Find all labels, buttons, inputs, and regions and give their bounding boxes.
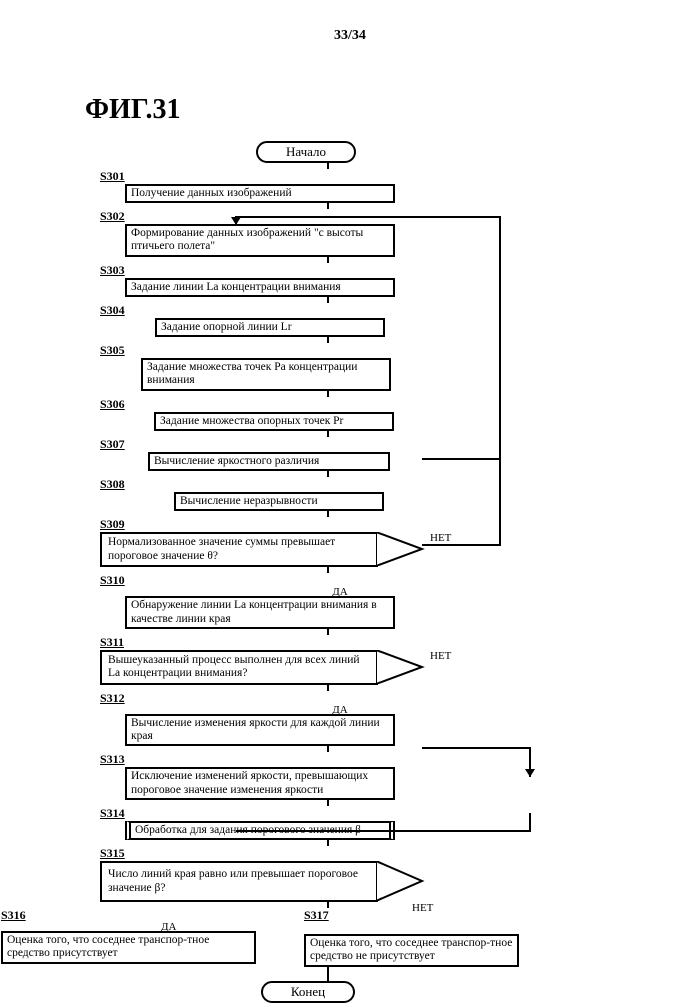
flowchart: Начало S301 Получение данных изображений… <box>100 141 620 1003</box>
step-s316: Оценка того, что соседнее транспор-тное … <box>1 931 256 963</box>
step-label-s308: S308 <box>100 477 125 492</box>
decision-s309-text: Нормализованное значение суммы превышает… <box>100 532 378 567</box>
end-terminal: Конец <box>261 981 355 1003</box>
no-label-s311: НЕТ <box>430 650 451 662</box>
step-label-s315: S315 <box>100 846 125 861</box>
step-label-s312: S312 <box>100 691 125 706</box>
step-s317: Оценка того, что соседнее транспор-тное … <box>304 934 519 966</box>
decision-s315-text: Число линий края равно или превышает пор… <box>100 861 378 902</box>
step-s310: Обнаружение линии La концентрации вниман… <box>125 596 395 628</box>
step-s312: Вычисление изменения яркости для каждой … <box>125 714 395 746</box>
step-s302: Формирование данных изображений "с высот… <box>125 224 395 256</box>
step-s314: Обработка для задания порогового значени… <box>125 821 395 840</box>
decision-s311-text: Вышеуказанный процесс выполнен для всех … <box>100 650 378 685</box>
step-label-s314: S314 <box>100 806 125 821</box>
step-label-s309: S309 <box>100 517 125 532</box>
step-label-s310: S310 <box>100 573 125 588</box>
step-label-s313: S313 <box>100 752 125 767</box>
decision-s311: Вышеуказанный процесс выполнен для всех … <box>100 650 420 685</box>
step-s306: Задание множества опорных точек Pr <box>154 412 394 431</box>
step-label-s311: S311 <box>100 635 124 650</box>
step-label-s304: S304 <box>100 303 125 318</box>
step-label-s303: S303 <box>100 263 125 278</box>
step-label-s307: S307 <box>100 437 125 452</box>
step-s301: Получение данных изображений <box>125 184 395 203</box>
step-label-s305: S305 <box>100 343 125 358</box>
decision-s309: Нормализованное значение суммы превышает… <box>100 532 420 567</box>
step-label-s302: S302 <box>100 209 125 224</box>
figure-title: ФИГ.31 <box>85 94 700 126</box>
no-label-s315: НЕТ <box>412 902 433 914</box>
no-label-s309: НЕТ <box>430 532 451 544</box>
decision-s315: Число линий края равно или превышает пор… <box>100 861 420 902</box>
step-s307: Вычисление яркостного различия <box>148 452 390 471</box>
page-number: 33/34 <box>0 28 700 44</box>
step-s304: Задание опорной линии Lr <box>155 318 385 337</box>
step-s305: Задание множества точек Pa концентрации … <box>141 358 391 390</box>
step-s313: Исключение изменений яркости, превышающи… <box>125 767 395 799</box>
start-terminal: Начало <box>256 141 356 163</box>
step-s303: Задание линии La концентрации внимания <box>125 278 395 297</box>
step-label-s306: S306 <box>100 397 125 412</box>
step-s308: Вычисление неразрывности <box>174 492 384 511</box>
step-label-s301: S301 <box>100 169 125 184</box>
